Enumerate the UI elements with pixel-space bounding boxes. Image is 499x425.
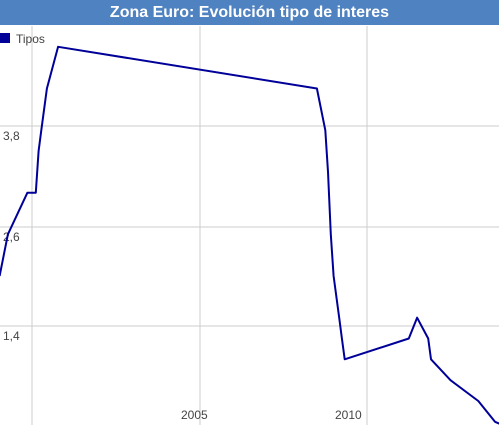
y-tick-label-3-8: 3,8 <box>3 129 20 143</box>
chart-title: Zona Euro: Evolución tipo de interes <box>0 0 499 25</box>
legend: Tipos <box>0 32 45 46</box>
plot-area <box>0 26 499 425</box>
x-tick-label-2005: 2005 <box>181 408 208 422</box>
legend-label-tipos: Tipos <box>16 32 45 46</box>
y-tick-label-1-4: 1,4 <box>3 329 20 343</box>
series-line-tipos <box>0 45 499 425</box>
legend-swatch <box>0 33 10 43</box>
x-tick-label-2010: 2010 <box>335 408 362 422</box>
